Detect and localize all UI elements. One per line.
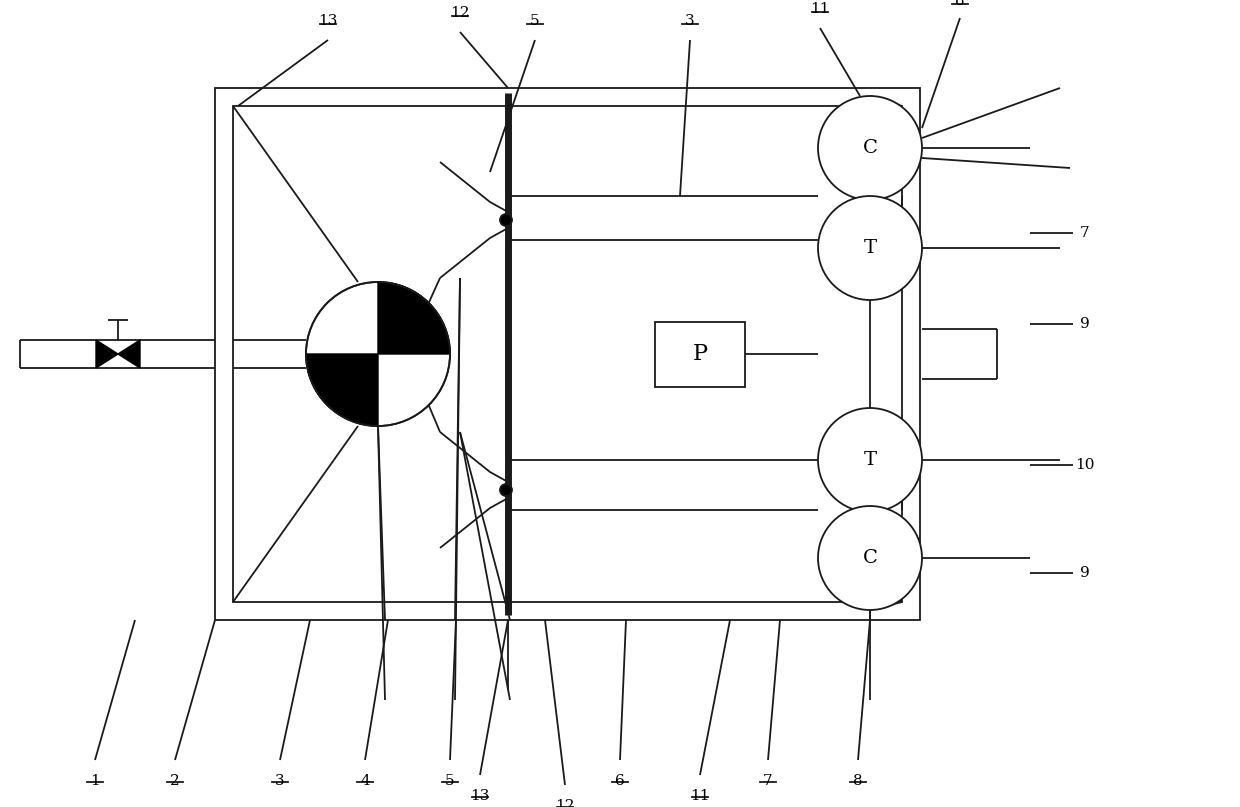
Text: 9: 9: [1080, 566, 1090, 580]
Circle shape: [818, 196, 923, 300]
Text: 10: 10: [1075, 458, 1095, 472]
Polygon shape: [118, 340, 140, 368]
Circle shape: [500, 214, 512, 226]
Circle shape: [818, 506, 923, 610]
Text: 13: 13: [319, 14, 337, 28]
Text: 9: 9: [1080, 317, 1090, 331]
Text: C: C: [863, 549, 878, 567]
Circle shape: [306, 282, 450, 426]
Text: 7: 7: [763, 774, 773, 788]
Bar: [655, 321, 745, 387]
Text: 3: 3: [686, 14, 694, 28]
Text: 6: 6: [615, 774, 625, 788]
Bar: [233, 106, 901, 602]
Text: 12: 12: [450, 6, 470, 20]
Text: 8: 8: [955, 0, 965, 8]
Circle shape: [818, 408, 923, 512]
Text: 4: 4: [360, 774, 370, 788]
Bar: [215, 88, 920, 620]
Text: 13: 13: [470, 789, 490, 803]
Circle shape: [500, 484, 512, 496]
Text: 11: 11: [691, 789, 709, 803]
Text: 11: 11: [810, 2, 830, 16]
Polygon shape: [306, 354, 378, 426]
Polygon shape: [95, 340, 118, 368]
Text: 5: 5: [531, 14, 539, 28]
Text: T: T: [863, 451, 877, 469]
Text: P: P: [692, 343, 708, 365]
Text: 5: 5: [445, 774, 455, 788]
Text: T: T: [863, 239, 877, 257]
Polygon shape: [378, 282, 450, 354]
Circle shape: [818, 96, 923, 200]
Text: 8: 8: [853, 774, 863, 788]
Text: 12: 12: [556, 799, 575, 807]
Text: 1: 1: [91, 774, 100, 788]
Text: 7: 7: [1080, 226, 1090, 240]
Text: 2: 2: [170, 774, 180, 788]
Text: 3: 3: [275, 774, 285, 788]
Text: C: C: [863, 139, 878, 157]
